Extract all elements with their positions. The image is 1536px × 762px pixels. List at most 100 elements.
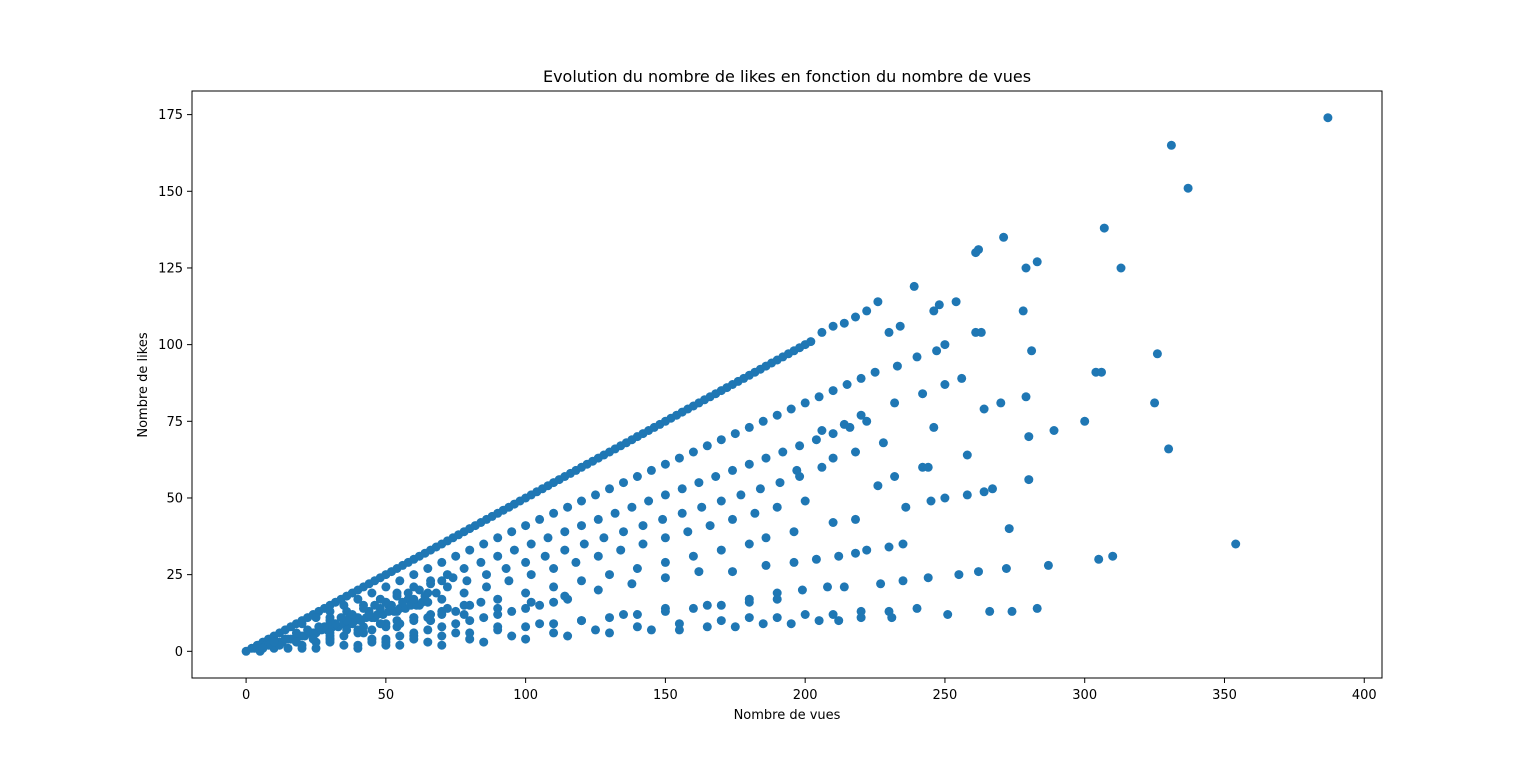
y-tick-label: 175 bbox=[158, 108, 183, 123]
data-point bbox=[761, 453, 771, 463]
data-point bbox=[258, 643, 268, 653]
x-tick-label: 50 bbox=[378, 688, 395, 703]
x-axis-label: Nombre de vues bbox=[734, 708, 841, 723]
data-point bbox=[744, 459, 754, 469]
data-point bbox=[744, 422, 754, 432]
data-point bbox=[501, 564, 511, 573]
data-point bbox=[521, 622, 531, 632]
data-point bbox=[619, 478, 628, 488]
data-point bbox=[577, 521, 586, 531]
data-point bbox=[744, 613, 754, 623]
data-point bbox=[932, 346, 942, 356]
data-point bbox=[660, 459, 670, 469]
data-point bbox=[814, 616, 824, 626]
data-point bbox=[1021, 263, 1031, 273]
data-point bbox=[314, 622, 324, 632]
data-point bbox=[521, 521, 531, 531]
data-point bbox=[694, 478, 704, 488]
data-point bbox=[730, 429, 740, 439]
data-point bbox=[1097, 367, 1106, 377]
data-point bbox=[632, 564, 642, 573]
data-point bbox=[898, 576, 908, 586]
data-point bbox=[839, 582, 849, 592]
data-point bbox=[1007, 606, 1017, 616]
data-point bbox=[632, 610, 642, 619]
data-point bbox=[437, 622, 447, 632]
data-point bbox=[325, 634, 335, 644]
data-point bbox=[828, 518, 838, 527]
data-point bbox=[347, 610, 357, 619]
data-point bbox=[325, 606, 335, 616]
data-point bbox=[828, 321, 838, 331]
data-point bbox=[711, 472, 721, 481]
data-point bbox=[1024, 432, 1034, 442]
data-point bbox=[526, 597, 536, 607]
data-point bbox=[442, 603, 452, 613]
data-point bbox=[943, 610, 953, 619]
data-point bbox=[772, 594, 782, 604]
data-point bbox=[658, 514, 668, 524]
data-point bbox=[856, 410, 866, 420]
data-point bbox=[521, 557, 531, 567]
data-point bbox=[870, 367, 880, 377]
data-point bbox=[923, 573, 933, 583]
data-point bbox=[632, 472, 642, 481]
data-point bbox=[476, 597, 486, 607]
data-point bbox=[291, 628, 301, 638]
data-point bbox=[839, 419, 849, 429]
data-point bbox=[817, 426, 827, 435]
data-point bbox=[778, 447, 788, 457]
data-point bbox=[792, 465, 802, 475]
data-point bbox=[593, 585, 603, 595]
data-point bbox=[591, 490, 600, 500]
data-point bbox=[479, 637, 489, 647]
y-tick-label: 0 bbox=[175, 645, 183, 660]
data-point bbox=[392, 616, 402, 626]
data-point bbox=[448, 573, 458, 583]
data-point bbox=[892, 361, 902, 371]
data-point bbox=[873, 481, 883, 491]
data-point bbox=[571, 557, 581, 567]
data-point bbox=[507, 606, 517, 616]
data-point bbox=[758, 619, 768, 629]
data-point bbox=[549, 582, 559, 592]
data-point bbox=[479, 539, 489, 549]
data-point bbox=[535, 619, 545, 629]
data-point bbox=[437, 610, 447, 619]
data-point bbox=[437, 576, 447, 586]
data-point bbox=[459, 610, 469, 619]
data-point bbox=[577, 616, 586, 626]
data-point bbox=[901, 502, 911, 512]
data-point bbox=[954, 570, 964, 580]
data-point bbox=[269, 637, 279, 647]
data-point bbox=[325, 616, 335, 626]
data-point bbox=[926, 496, 936, 506]
data-point bbox=[979, 487, 989, 497]
data-point bbox=[1004, 524, 1014, 534]
data-point bbox=[451, 628, 461, 638]
data-point bbox=[728, 567, 737, 577]
data-point bbox=[509, 545, 519, 555]
data-point bbox=[716, 496, 726, 506]
data-point bbox=[409, 613, 419, 623]
data-point bbox=[437, 640, 447, 650]
data-point bbox=[451, 551, 461, 561]
data-point bbox=[800, 496, 810, 506]
data-point bbox=[828, 610, 838, 619]
data-point bbox=[521, 634, 531, 644]
data-point bbox=[437, 557, 447, 567]
data-point bbox=[459, 588, 469, 598]
data-point bbox=[297, 619, 307, 629]
data-point bbox=[744, 539, 754, 549]
data-point bbox=[426, 579, 436, 589]
data-point bbox=[898, 539, 908, 549]
data-point bbox=[431, 588, 441, 598]
data-point bbox=[761, 533, 771, 543]
y-axis-label: Nombre de likes bbox=[136, 332, 151, 437]
data-point bbox=[359, 603, 368, 613]
data-point bbox=[459, 564, 469, 573]
x-tick-label: 0 bbox=[242, 688, 250, 703]
data-point bbox=[811, 554, 821, 564]
data-point bbox=[772, 588, 782, 598]
data-point bbox=[549, 619, 559, 629]
